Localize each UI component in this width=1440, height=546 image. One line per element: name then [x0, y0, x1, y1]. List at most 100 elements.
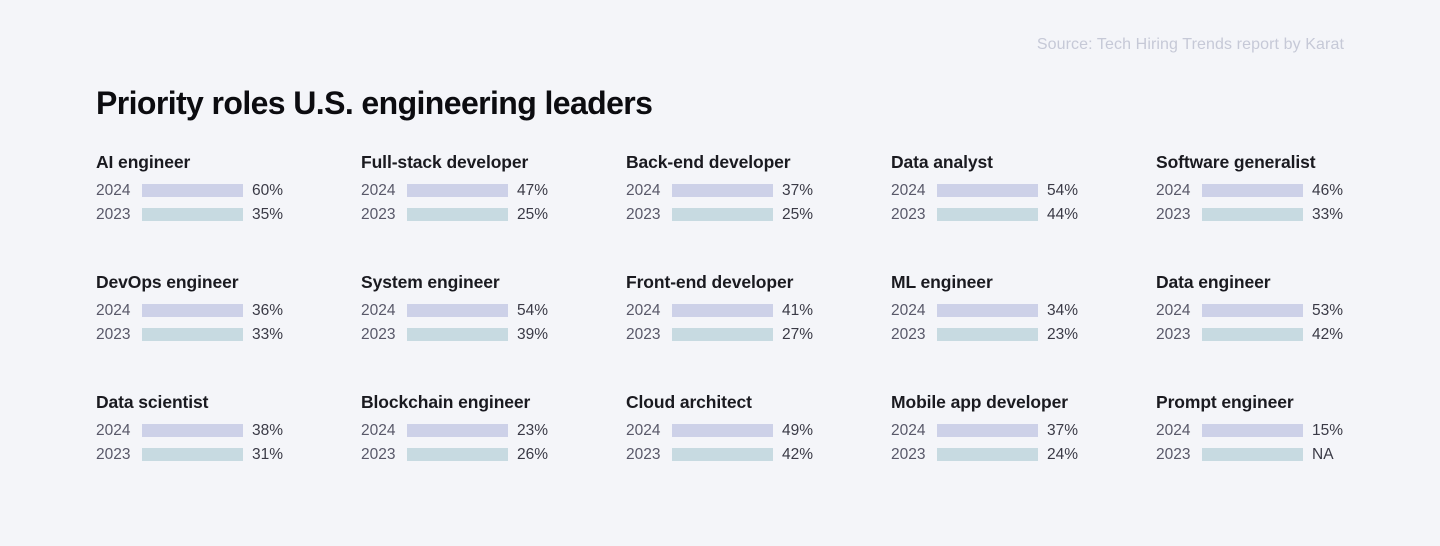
bar-row-2024: 2024 53% [1156, 301, 1421, 319]
bar-track-2023 [407, 328, 508, 341]
bar-row-2023: 2023 33% [96, 325, 361, 343]
year-label-2023: 2023 [626, 325, 661, 343]
role-card: DevOps engineer 2024 36% 2023 33% [96, 271, 361, 391]
bar-row-2023: 2023 24% [891, 447, 1156, 462]
value-label-2024: 36% [252, 301, 284, 319]
value-label-2023: 31% [252, 445, 284, 463]
value-label-2023: 35% [252, 205, 284, 223]
year-label-2023: 2023 [1156, 205, 1191, 223]
value-label-2024: 54% [517, 301, 549, 319]
role-title: DevOps engineer [96, 272, 239, 292]
role-card: Cloud architect 2024 49% 2023 42% [626, 391, 891, 511]
value-label-2023: NA [1312, 445, 1334, 463]
role-title: AI engineer [96, 152, 191, 172]
page-title: Priority roles U.S. engineering leaders [96, 85, 653, 122]
year-label-2024: 2024 [96, 421, 131, 439]
bar-track-2023 [407, 208, 508, 221]
year-label-2024: 2024 [96, 301, 131, 319]
bar-track-2023 [142, 448, 243, 461]
role-title: Data analyst [891, 152, 993, 172]
bar-row-2023: 2023 31% [96, 445, 361, 463]
year-label-2024: 2024 [1156, 181, 1191, 199]
bar-track-2024 [142, 304, 243, 317]
value-label-2023: 23% [1047, 325, 1079, 343]
year-label-2024: 2024 [891, 301, 926, 319]
year-label-2023: 2023 [626, 445, 661, 463]
bar-row-2024: 2024 37% [626, 183, 891, 198]
value-label-2024: 38% [252, 421, 284, 439]
bar-track-2024 [937, 304, 1038, 317]
role-card: Data scientist 2024 38% 2023 31% [96, 391, 361, 511]
value-label-2023: 33% [252, 325, 284, 343]
year-label-2024: 2024 [626, 301, 661, 319]
bar-row-2023: 2023 33% [1156, 205, 1421, 223]
role-title: ML engineer [891, 272, 993, 292]
bar-row-2024: 2024 34% [891, 301, 1156, 319]
bar-row-2024: 2024 15% [1156, 421, 1421, 439]
bar-track-2024 [672, 304, 773, 317]
bar-track-2024 [672, 424, 773, 437]
bar-row-2024: 2024 37% [891, 421, 1156, 439]
role-card: AI engineer 2024 60% 2023 35% [96, 151, 361, 271]
year-label-2024: 2024 [1156, 421, 1191, 439]
bar-row-2023: 2023 44% [891, 205, 1156, 223]
bar-track-2023 [937, 448, 1038, 461]
year-label-2023: 2023 [96, 445, 131, 463]
role-card: Data analyst 2024 54% 2023 44% [891, 151, 1156, 271]
year-label-2024: 2024 [891, 421, 926, 439]
bar-row-2024: 2024 23% [361, 421, 626, 439]
bar-row-2023: 2023 25% [626, 207, 891, 222]
bar-row-2024: 2024 46% [1156, 181, 1421, 199]
role-title: Prompt engineer [1156, 392, 1294, 412]
year-label-2023: 2023 [361, 445, 396, 463]
role-title: Front-end developer [626, 272, 794, 292]
bar-track-2023 [142, 328, 243, 341]
bar-track-2024 [407, 184, 508, 197]
value-label-2023: 25% [517, 205, 549, 223]
role-card: Back-end developer 2024 37% 2023 25% [626, 151, 891, 271]
role-title: Data engineer [1156, 272, 1271, 292]
bar-row-2023: 2023 25% [361, 205, 626, 223]
bar-row-2024: 2024 38% [96, 421, 361, 439]
year-label-2024: 2024 [361, 301, 396, 319]
role-card: Prompt engineer 2024 15% 2023 NA [1156, 391, 1421, 511]
year-label-2024: 2024 [1156, 301, 1191, 319]
role-card: Blockchain engineer 2024 23% 2023 26% [361, 391, 626, 511]
year-label-2024: 2024 [626, 421, 661, 439]
bar-track-2024 [937, 184, 1038, 197]
bar-track-2024 [1202, 184, 1303, 197]
bar-row-2023: 2023 27% [626, 325, 891, 343]
bar-track-2023 [937, 208, 1038, 221]
bar-row-2023: 2023 35% [96, 205, 361, 223]
bar-row-2023: 2023 26% [361, 445, 626, 463]
bar-track-2024 [142, 424, 243, 437]
value-label-2024: 41% [782, 301, 814, 319]
year-label-2023: 2023 [361, 205, 396, 223]
value-label-2024: 23% [517, 421, 549, 439]
bar-track-2024 [1202, 424, 1303, 437]
value-label-2024: 37% [1047, 421, 1079, 439]
value-label-2024: 34% [1047, 301, 1079, 319]
bar-row-2023: 2023 23% [891, 325, 1156, 343]
year-label-2023: 2023 [1156, 445, 1191, 463]
bar-track-2024 [142, 184, 243, 197]
source-credit: Source: Tech Hiring Trends report by Kar… [1036, 36, 1344, 53]
bar-track-2023 [937, 328, 1038, 341]
bar-row-2024: 2024 60% [96, 183, 361, 198]
year-label-2024: 2024 [361, 421, 396, 439]
bar-track-2023 [1202, 208, 1303, 221]
year-label-2023: 2023 [891, 205, 926, 223]
value-label-2023: 44% [1047, 205, 1079, 223]
year-label-2023: 2023 [361, 325, 396, 343]
role-card: Data engineer 2024 53% 2023 42% [1156, 271, 1421, 391]
year-label-2024: 2024 [361, 181, 396, 199]
value-label-2024: 46% [1312, 181, 1344, 199]
year-label-2023: 2023 [891, 325, 926, 343]
value-label-2024: 53% [1312, 301, 1344, 319]
bar-row-2023: 2023 NA [1156, 445, 1421, 463]
bar-track-2023 [1202, 448, 1303, 461]
bar-row-2023: 2023 42% [626, 445, 891, 463]
year-label-2024: 2024 [891, 181, 926, 199]
bar-row-2024: 2024 41% [626, 301, 891, 319]
bar-track-2024 [407, 424, 508, 437]
